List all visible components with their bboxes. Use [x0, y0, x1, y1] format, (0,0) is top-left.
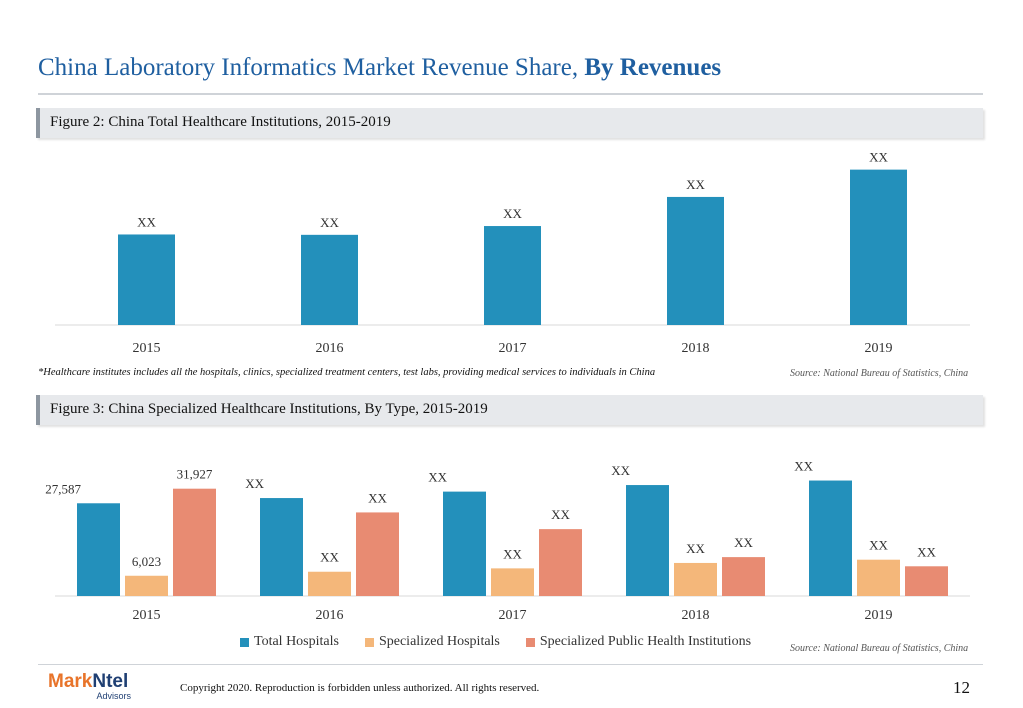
legend-item-total-hospitals: Total Hospitals	[240, 634, 339, 650]
bar	[857, 559, 900, 596]
footer-divider	[38, 664, 983, 665]
x-tick-label: 2015	[133, 341, 161, 356]
legend-label: Specialized Public Health Institutions	[539, 634, 752, 649]
figure2-heading: Figure 2: China Total Healthcare Institu…	[50, 114, 391, 130]
x-tick-label: 2019	[865, 608, 893, 623]
bar	[809, 480, 852, 596]
data-label: XX	[503, 206, 522, 221]
title-bold: By Revenues	[584, 54, 722, 81]
title-divider	[38, 93, 983, 95]
bar	[850, 169, 907, 325]
bar	[308, 571, 351, 596]
page-title: China Laboratory Informatics Market Reve…	[38, 54, 721, 82]
data-label: 31,927	[177, 467, 213, 482]
data-label: XX	[686, 177, 705, 192]
title-main: China Laboratory Informatics Market Reve…	[38, 54, 579, 81]
legend-item-specialized-hospitals: Specialized Hospitals	[364, 634, 500, 650]
figure3-chart: 27,587 6,023 31,927 2015 XX XX XX 2016 XX XX XX 201…	[45, 459, 970, 623]
bar	[125, 575, 168, 596]
data-label: XX	[503, 546, 522, 561]
bar	[674, 562, 717, 596]
legend-item-public-health: Specialized Public Health Institutions	[525, 634, 752, 650]
data-label: XX	[869, 150, 888, 165]
x-tick-label: 2016	[316, 608, 344, 623]
figure3-heading: Figure 3: China Specialized Healthcare I…	[50, 401, 488, 417]
data-label: XX	[686, 541, 705, 556]
data-label: XX	[245, 476, 264, 491]
legend-label: Total Hospitals	[254, 634, 339, 649]
legend-swatch	[525, 637, 535, 647]
figure2-chart: XX 2015 XX 2016 XX 2017 XX 2018 XX 2019	[55, 150, 970, 356]
legend-label: Specialized Hospitals	[378, 634, 500, 649]
x-tick-label: 2017	[499, 608, 527, 623]
data-label: 27,587	[45, 481, 81, 496]
bar	[356, 512, 399, 596]
logo-subtext: Advisors	[96, 691, 131, 701]
marknteladvisors-logo: MarkNtel Advisors	[48, 672, 140, 706]
data-label: XX	[368, 490, 387, 505]
bar	[626, 485, 669, 596]
logo-text-mark: Mark	[48, 671, 93, 692]
data-label: XX	[551, 507, 570, 522]
figure3-source: Source: National Bureau of Statistics, C…	[790, 643, 969, 654]
bar	[173, 488, 216, 596]
data-label: XX	[320, 550, 339, 565]
legend-swatch	[364, 637, 374, 647]
x-tick-label: 2015	[133, 608, 161, 623]
bar	[118, 234, 175, 325]
bar	[77, 503, 120, 596]
bar	[443, 491, 486, 596]
bar	[905, 566, 948, 596]
data-label: XX	[611, 463, 630, 478]
chart-legend: Total Hospitals Specialized Hospitals Sp…	[240, 634, 751, 650]
data-label: XX	[137, 214, 156, 229]
bar	[301, 234, 358, 325]
data-label: XX	[734, 535, 753, 550]
legend-swatch	[240, 637, 249, 647]
data-label: XX	[428, 470, 447, 485]
data-label: XX	[917, 544, 936, 559]
bar	[491, 568, 534, 596]
x-tick-label: 2016	[316, 341, 344, 356]
data-label: 6,023	[132, 554, 161, 569]
x-tick-label: 2018	[682, 341, 710, 356]
data-label: XX	[320, 215, 339, 230]
bar	[722, 557, 765, 596]
bar	[539, 529, 582, 596]
bar	[667, 196, 724, 325]
figure2-footnote: *Healthcare institutes includes all the …	[38, 367, 656, 378]
bar	[484, 226, 541, 325]
figure2-source: Source: National Bureau of Statistics, C…	[790, 368, 969, 379]
logo-text-ntel: Ntel	[92, 671, 129, 692]
page-number: 12	[953, 678, 970, 697]
x-tick-label: 2018	[682, 608, 710, 623]
copyright-text: Copyright 2020. Reproduction is forbidde…	[180, 682, 540, 694]
figure3-header: Figure 3: China Specialized Healthcare I…	[36, 395, 983, 425]
data-label: XX	[794, 459, 813, 474]
figure2-header: Figure 2: China Total Healthcare Institu…	[36, 108, 983, 138]
data-label: XX	[869, 538, 888, 553]
bar	[260, 498, 303, 596]
x-tick-label: 2017	[499, 341, 527, 356]
x-tick-label: 2019	[865, 341, 893, 356]
